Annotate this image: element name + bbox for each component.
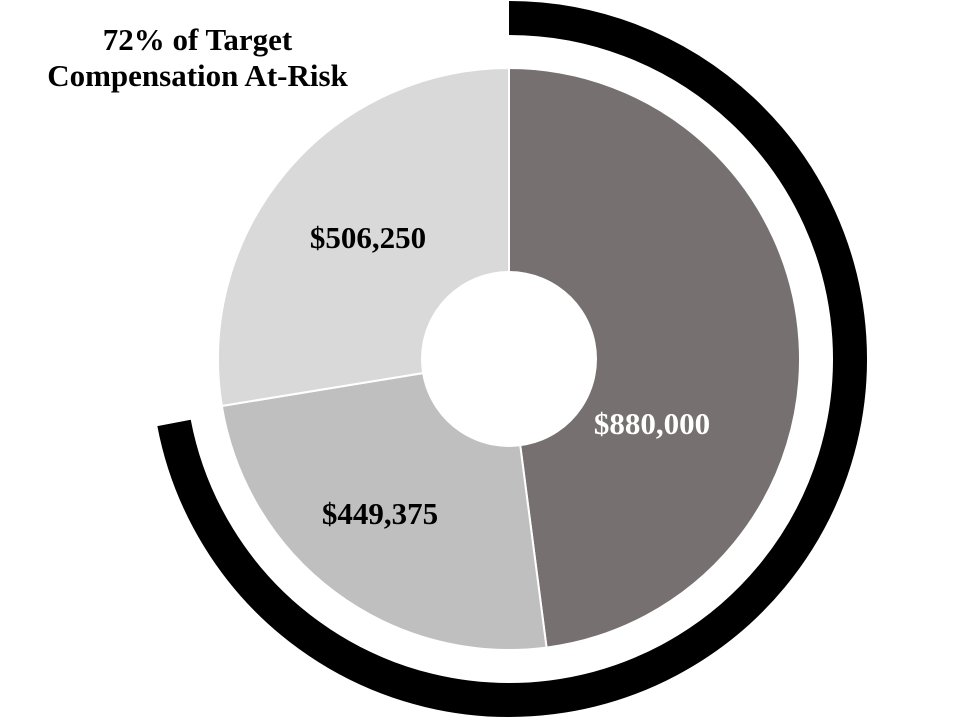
- slice-label-0: $880,000: [594, 406, 710, 441]
- donut-hole: [421, 271, 597, 447]
- at-risk-arc: [157, 1, 867, 717]
- slice-label-1: $449,375: [322, 496, 438, 531]
- slice-0: [508, 66, 801, 649]
- slice-label-2: $506,250: [310, 220, 426, 255]
- chart-title: 72% of Target Compensation At-Risk: [0, 22, 395, 94]
- chart-title-line-1: 72% of Target: [102, 22, 293, 57]
- chart-title-line-2: Compensation At-Risk: [47, 58, 348, 93]
